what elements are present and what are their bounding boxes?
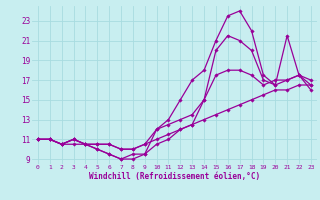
X-axis label: Windchill (Refroidissement éolien,°C): Windchill (Refroidissement éolien,°C) xyxy=(89,172,260,181)
